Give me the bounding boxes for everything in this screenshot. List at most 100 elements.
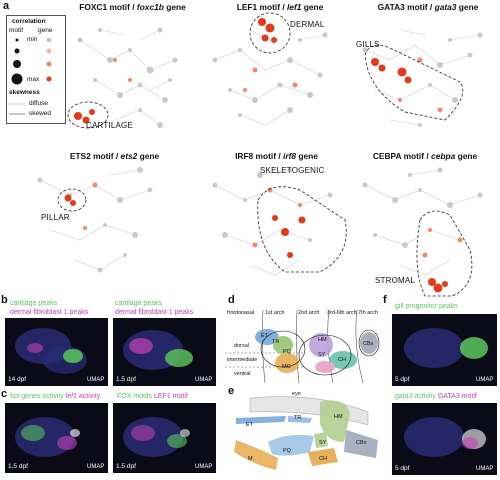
stromal-outline <box>416 210 473 297</box>
panel-label-c: c <box>1 388 8 400</box>
panel-a6-title: CEBPA motif / cebpa gene <box>372 151 478 161</box>
panel-label-e: e <box>228 385 235 397</box>
panel-a3-title: GATA3 motif / gata3 gene <box>377 2 479 12</box>
legend-skew-lines <box>9 103 25 115</box>
label-intermediate: intermediate <box>227 357 258 363</box>
region-dermal: DERMAL <box>290 20 325 29</box>
panel-b-right-title-2: dermal fibroblast 1 peaks <box>115 309 194 316</box>
region-stromal: STROMAL <box>375 276 416 285</box>
panel-f-bottom-title: gata3 activity GATA3 motif <box>395 393 477 400</box>
panel-a5-title: IRF8 motif / irf8 gene <box>235 151 318 161</box>
label-d-HM: HM <box>318 337 327 343</box>
umap-c-left-stage: 1.5 dpf <box>8 463 28 470</box>
label-d-CBs: CBs <box>363 341 374 347</box>
gills-outline <box>364 44 464 121</box>
region-skeletogenic: SKELETOGENIC <box>260 166 325 175</box>
legend-correlation-title: correlation <box>12 18 46 25</box>
umap-f-bottom-cells <box>404 417 486 457</box>
panel-c-left-title: fox genes activity lef1 activity <box>10 393 101 400</box>
cartilage-diagram <box>234 396 378 470</box>
umap-c-left-label: UMAP <box>87 464 105 470</box>
panel-label-f: f <box>383 294 387 306</box>
umap-c-right-label: UMAP <box>195 464 213 470</box>
arch-clusters <box>255 329 378 373</box>
label-d-ET: ET <box>261 333 269 339</box>
label-frontonasal: frontonasal <box>227 310 255 316</box>
legend-dot-motif-1 <box>15 38 19 42</box>
umap-f-top: 5 dpf UMAP <box>392 314 497 386</box>
legend-min: min <box>27 36 38 43</box>
CBs-shape <box>344 430 378 458</box>
umap-f-bottom-label: UMAP <box>476 466 494 472</box>
network-plots <box>37 12 483 297</box>
umap-c-right-stage: 1.5 dpf <box>116 463 136 470</box>
panel-a4-title: ETS2 motif / ets2 gene <box>69 151 160 161</box>
label-d-SY: SY <box>318 352 326 358</box>
label-arch1: 1st arch <box>265 310 285 316</box>
umap-b-left: 14 dpf UMAP <box>5 318 108 386</box>
network-nodes-grey <box>37 27 483 273</box>
cartilage-outline <box>67 101 109 129</box>
region-gills: GILLS <box>356 40 380 49</box>
panel-b-left-title-2: dermal fibroblast 1 peaks <box>10 309 89 316</box>
ET-shape <box>236 416 286 424</box>
dermal-outline <box>249 12 291 54</box>
PQ-shape <box>268 434 314 456</box>
label-e-HM: HM <box>334 414 343 420</box>
label-dorsal: dorsal <box>234 343 249 349</box>
umap-b-right-label: UMAP <box>195 377 213 383</box>
label-d-MC: MC <box>282 364 291 370</box>
panel-label-b: b <box>1 294 8 306</box>
arch-dividers <box>262 309 364 383</box>
legend-max: max <box>27 76 40 83</box>
network-nodes-warm <box>83 57 463 258</box>
umap-c-right: 1.5 dpf UMAP <box>113 403 216 473</box>
pillar-outline <box>57 188 87 212</box>
network-nodes-hot <box>64 18 448 293</box>
umap-b-right-cells <box>123 330 193 370</box>
label-e-ET: ET <box>246 422 254 428</box>
legend-skewed: skewed <box>29 110 52 117</box>
legend-dot-gene-1 <box>46 37 52 43</box>
umap-b-right: 1.5 dpf UMAP <box>113 318 216 386</box>
umap-f-top-stage: 5 dpf <box>395 376 410 383</box>
umap-f-bottom: 5 dpf UMAP <box>392 403 497 475</box>
legend-skewness-title: skewness <box>9 89 40 96</box>
label-e-TR: TR <box>294 415 302 421</box>
umap-f-top-cells <box>404 328 488 368</box>
umap-f-top-label: UMAP <box>476 377 494 383</box>
SY-shape <box>314 432 328 448</box>
panel-a2-title: LEF1 motif / lef1 gene <box>236 2 324 12</box>
umap-f-bottom-stage: 5 dpf <box>395 465 410 472</box>
panel-label-d: d <box>228 294 235 306</box>
network-edges <box>39 29 481 276</box>
panel-f-top-title: gill progenitor peaks <box>395 303 458 310</box>
panel-label-a: a <box>3 0 10 12</box>
label-e-M: M <box>248 456 253 462</box>
umap-c-right-cells <box>123 417 190 457</box>
CH-shape <box>308 448 338 466</box>
label-e-SY: SY <box>319 440 327 446</box>
legend-dot-gene-2 <box>46 48 52 54</box>
legend-motif-col: motif <box>9 27 24 34</box>
M-shape <box>234 440 278 470</box>
skeletogenic-outline <box>257 186 347 273</box>
label-e-eye: eye <box>292 391 301 397</box>
label-ventral: ventral <box>234 371 251 377</box>
panel-c-right-title: FOX motifs LEF1 motif <box>117 393 188 400</box>
legend-gene-col: gene <box>38 27 53 34</box>
legend-dot-motif-4 <box>11 73 23 85</box>
label-e-CBs: CBs <box>356 440 367 446</box>
panel-a1-title: FOXC1 motif / foxc1b gene <box>79 2 186 12</box>
umap-c-left: 1.5 dpf UMAP <box>5 403 108 473</box>
legend-dot-motif-2 <box>14 48 20 54</box>
legend-size-scale <box>11 37 52 85</box>
umap-b-right-stage: 1.5 dpf <box>116 376 136 383</box>
legend-dot-motif-3 <box>13 60 21 68</box>
label-d-PQ: PQ <box>283 349 291 355</box>
region-cartilage: CARTILAGE <box>86 121 133 130</box>
label-e-PQ: PQ <box>283 448 291 454</box>
legend-dot-gene-3 <box>46 61 52 67</box>
legend-diffuse: diffuse <box>29 100 49 107</box>
arch-outlines <box>260 329 380 376</box>
